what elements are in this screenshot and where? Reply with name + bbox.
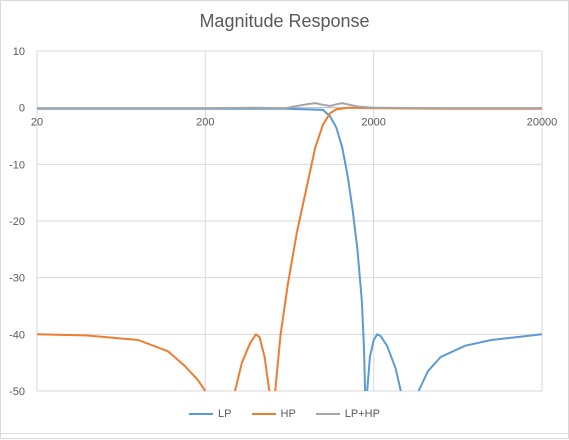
legend-item: LP+HP [315,408,380,420]
y-tick-label: 0 [19,103,25,115]
series-line-lp-plus-hp [37,102,542,110]
legend-label: LP+HP [344,408,380,420]
legend-swatch [251,413,276,415]
chart-title: Magnitude Response [199,11,370,31]
x-tick-label: 200 [196,117,214,129]
x-tick-label: 20 [31,117,43,129]
x-tick-label: 2000 [361,117,385,129]
series-line-hp [274,106,542,392]
legend-label: HP [280,408,296,420]
footer-strip [1,433,568,438]
y-tick-label: -40 [9,329,25,341]
y-tick-label: -30 [9,273,25,285]
legend-item: LP [189,408,232,420]
series-line-hp [36,333,207,392]
legend: LP HP LP+HP [1,408,568,420]
y-tick-label: -10 [9,159,25,171]
series-line-hp [234,333,271,392]
y-tick-label: -20 [9,216,25,228]
series-line-lp [417,333,543,392]
legend-swatch [189,413,214,415]
legend-swatch [315,413,340,415]
legend-item: HP [251,408,296,420]
y-tick-label: 10 [13,46,25,58]
x-tick-label: 20000 [527,117,558,129]
y-tick-label: -50 [9,386,25,398]
legend-label: LP [218,408,232,420]
series-line-lp [37,107,367,392]
series-line-lp [366,333,402,392]
